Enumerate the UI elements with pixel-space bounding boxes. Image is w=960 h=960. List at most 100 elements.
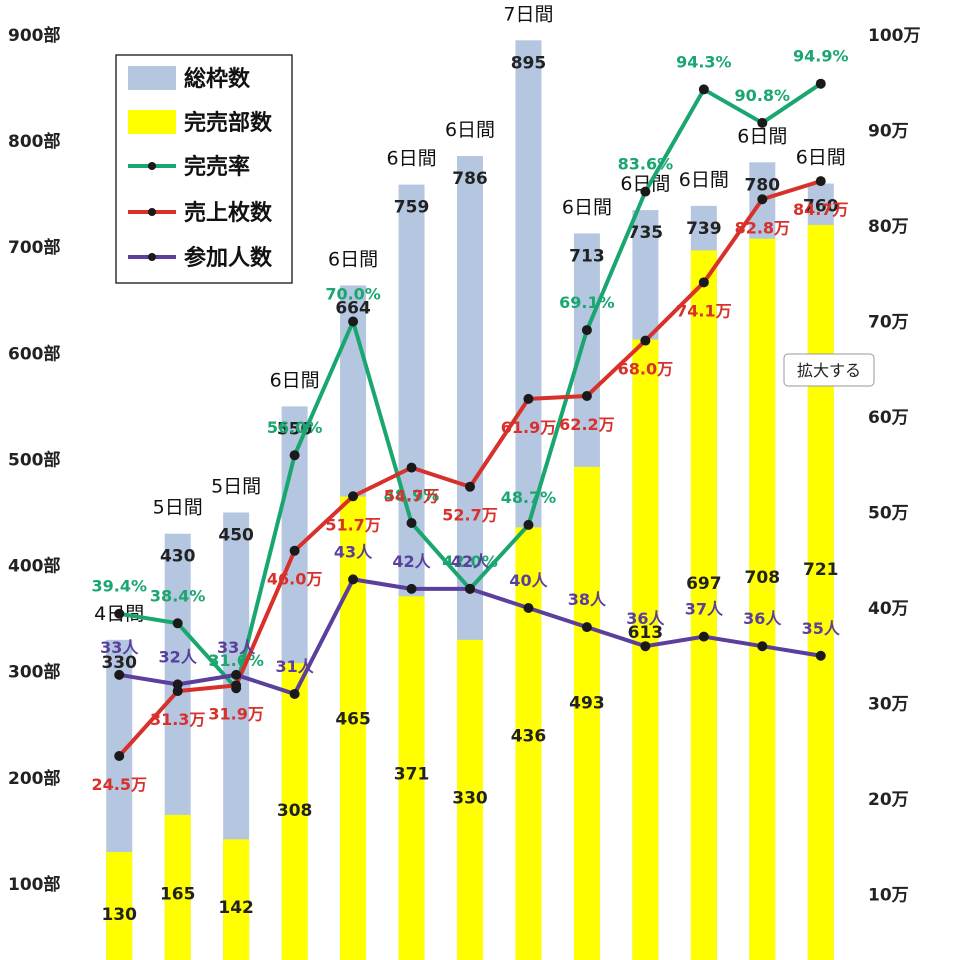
day-count-label: 6日間: [445, 119, 495, 141]
y-left-tick-label: 500部: [8, 449, 61, 470]
participants-label: 38人: [568, 590, 607, 609]
sold-out-bar: [223, 839, 250, 960]
sales-count-label: 52.7万: [442, 506, 497, 525]
participants-label: 33人: [100, 638, 139, 657]
zoom-tooltip-label[interactable]: 拡大する: [797, 361, 861, 380]
participants-point: [289, 688, 300, 699]
y-left-tick-label: 800部: [8, 131, 61, 152]
sellout-rate-point: [698, 84, 709, 95]
y-axis-left: 100部 200部 300部 400部 500部 600部 700部 800部 900部: [8, 25, 61, 895]
sellout-rate-label: 83.6%: [618, 155, 674, 174]
participants-label: 43人: [334, 542, 373, 561]
y-left-tick-label: 200部: [8, 768, 61, 789]
sales-count-label: 51.7万: [325, 515, 380, 534]
legend-swatch-sold: [128, 110, 176, 134]
participants-label: 32人: [159, 647, 198, 666]
zoom-tooltip-box[interactable]: [783, 353, 875, 387]
participants-label: 35人: [802, 619, 841, 638]
y-right-tick-label: 60万: [868, 408, 909, 428]
y-left-tick-label: 900部: [8, 25, 61, 46]
total-slots-label: 450: [218, 526, 254, 546]
participants-point: [523, 603, 534, 613]
sold-out-bar: [398, 596, 425, 960]
day-count-labels: 4日間5日間5日間6日間6日間6日間6日間7日間6日間6日間6日間6日間6日間: [94, 3, 846, 625]
participants-point: [698, 631, 709, 642]
participants-label: 37人: [685, 600, 724, 619]
day-count-label: 6日間: [796, 147, 846, 169]
sold-out-bar: [515, 527, 542, 960]
legend-label-sold: 完売部数: [184, 110, 273, 136]
sold-out-label: 465: [335, 710, 371, 730]
sellout-rate-label: 90.8%: [735, 86, 791, 105]
legend: 総枠数 完売部数 完売率 売上枚数 参加人数: [115, 54, 293, 284]
sales-count-point: [465, 481, 475, 492]
total-slots-label: 786: [452, 169, 488, 189]
sales-count-label: 31.3万: [150, 710, 205, 729]
participants-line: 33人 32人 33人 31人 43人 42人 42人 40人 38人 36人 37人 36人 35人: [100, 542, 841, 699]
participants-point: [640, 641, 651, 652]
total-slots-label: 430: [160, 547, 196, 567]
legend-label-rate: 完売率: [184, 154, 250, 180]
sold-out-label: 371: [394, 764, 430, 784]
sales-count-point: [406, 462, 417, 473]
sellout-rate-label: 69.1%: [559, 293, 615, 312]
y-right-tick-label: 70万: [868, 313, 909, 333]
sales-count-label: 62.2万: [559, 415, 614, 434]
y-left-tick-label: 400部: [8, 556, 61, 577]
sold-out-label: 165: [160, 885, 196, 905]
sold-out-bar: [807, 224, 834, 960]
sold-out-label: 721: [803, 560, 839, 580]
sold-out-bar: [164, 814, 191, 960]
sales-count-point: [231, 680, 242, 691]
y-right-tick-label: 80万: [868, 217, 909, 237]
total-slots-label: 735: [628, 223, 664, 243]
sales-count-label: 68.0万: [618, 360, 673, 379]
y-right-tick-label: 30万: [868, 695, 909, 715]
total-slots-label: 713: [569, 246, 605, 266]
participants-label: 36人: [626, 609, 665, 628]
participants-point: [172, 679, 183, 690]
total-slots-label: 759: [394, 198, 430, 218]
sales-count-label: 54.7万: [384, 487, 439, 506]
sellout-rate-point: [114, 608, 125, 619]
participants-point: [114, 669, 125, 680]
sold-out-bar: [573, 466, 600, 960]
zoom-tooltip[interactable]: 拡大する: [783, 353, 875, 387]
sellout-rate-label: 56.0%: [267, 418, 323, 437]
sold-out-bar: [106, 852, 133, 960]
sellout-rate-point: [172, 618, 183, 629]
participants-label: 42人: [392, 552, 431, 571]
day-count-label: 6日間: [386, 148, 436, 170]
sales-count-point: [640, 335, 651, 346]
sales-count-label: 24.5万: [91, 775, 146, 794]
sellout-rate-point: [815, 78, 826, 89]
sellout-rate-label: 48.9%: [384, 486, 440, 505]
y-left-tick-label: 600部: [8, 343, 61, 364]
y-right-tick-label: 20万: [868, 790, 909, 810]
sales-count-label: 74.1万: [676, 301, 731, 320]
participants-label: 40人: [509, 571, 548, 590]
day-count-label: 6日間: [562, 196, 612, 218]
y-left-tick-label: 700部: [8, 237, 61, 258]
participants-point: [465, 583, 475, 594]
day-count-label: 6日間: [620, 173, 670, 195]
day-count-label: 6日間: [679, 169, 729, 191]
y-right-tick-label: 40万: [868, 599, 909, 619]
sellout-rate-point: [406, 518, 417, 529]
sales-count-point: [348, 491, 359, 502]
legend-marker-sales: [148, 208, 156, 216]
sellout-rate-point: [289, 450, 300, 461]
total-slots-label: 760: [803, 197, 839, 217]
participants-label: 31人: [275, 657, 314, 676]
sellout-rate-label: 94.3%: [676, 52, 732, 71]
sellout-rate-label: 38.4%: [150, 586, 206, 605]
total-slots-label: 739: [686, 219, 722, 239]
sold-out-bar: [457, 639, 483, 960]
y-right-tick-label: 90万: [868, 122, 909, 142]
legend-swatch-total: [128, 66, 176, 90]
sold-out-label: 697: [686, 574, 722, 594]
day-count-label: 6日間: [328, 248, 378, 270]
total-slots-label: 664: [335, 298, 371, 318]
sold-out-bar: [281, 663, 308, 960]
